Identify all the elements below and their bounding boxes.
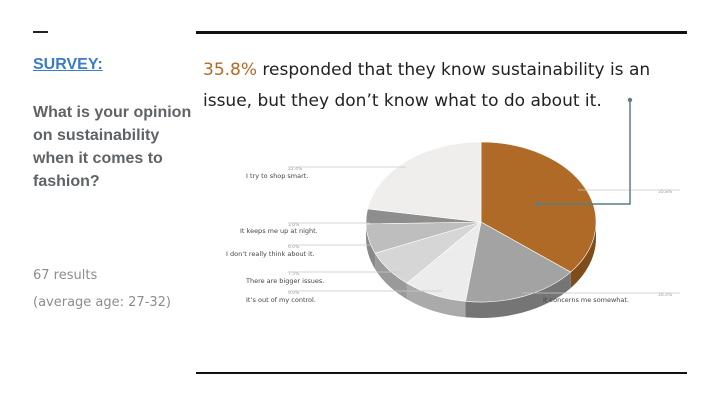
pie-pct-label-2: 9.0% (288, 290, 300, 296)
headline-text: responded that they know sustainability … (203, 60, 651, 109)
callout-line (537, 100, 631, 205)
top-rule (196, 31, 687, 34)
pie-side-3-0 (375, 253, 407, 300)
headline-percent: 35.8% (203, 60, 258, 80)
pie-label-3: There are bigger issues. (245, 277, 324, 285)
pie-pct-label-3: 7.5% (288, 271, 300, 277)
pie-label-5: It keeps me up at night. (240, 227, 318, 235)
pie-pct-label-1: 16.4% (658, 292, 673, 298)
pie-slice-6 (367, 141, 482, 223)
average-age: (average age: 27-32) (33, 295, 171, 310)
callout-dot-slice (534, 201, 540, 207)
pie-pct-label-5: 3.0% (288, 222, 300, 228)
pie-side-1-0 (465, 272, 571, 318)
pie-pct-label-6: 22.4% (288, 166, 303, 172)
pie-pct-label-0: 35.8% (658, 189, 673, 195)
survey-link[interactable]: SURVEY: (33, 56, 103, 73)
pie-label-4: I don’t really think about it. (226, 250, 315, 258)
pie-side-2-0 (406, 283, 466, 318)
pie-label-1: It concerns me somewhat. (543, 296, 629, 304)
pie-label-6: I try to shop smart. (246, 172, 308, 180)
title-dash (33, 31, 48, 33)
headline: 35.8% responded that they know sustainab… (203, 55, 683, 109)
results-count: 67 results (33, 268, 98, 283)
pie-label-2: It’s out of my control. (246, 296, 316, 304)
bottom-rule (196, 372, 687, 374)
callout-dot-top (627, 97, 633, 103)
survey-question: What is your opinion on sustainability w… (33, 104, 192, 190)
pie-side-4-0 (366, 223, 376, 270)
pie-pct-label-4: 6.0% (288, 244, 300, 250)
pie-slice-1 (465, 221, 572, 303)
pie-side-0-0 (570, 222, 596, 289)
pie-slice-0 (480, 141, 597, 273)
